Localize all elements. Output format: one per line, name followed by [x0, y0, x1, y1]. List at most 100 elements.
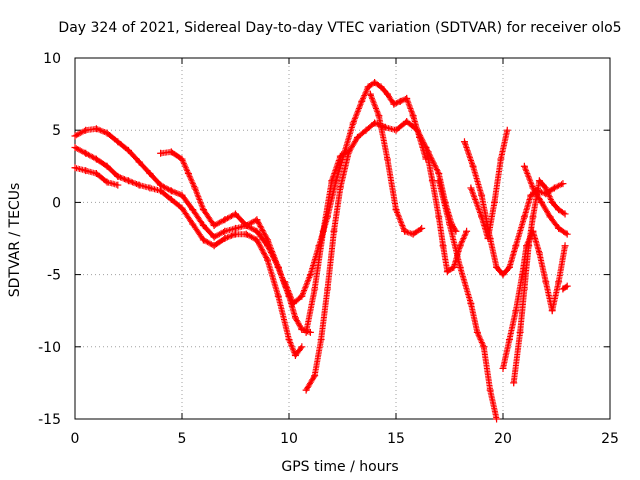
- series-2: [71, 144, 306, 359]
- x-tick-label: 25: [601, 431, 619, 447]
- data-point: [178, 204, 186, 212]
- series-15: [520, 162, 571, 238]
- data-point: [125, 177, 132, 185]
- data-point: [535, 249, 543, 257]
- data-point: [210, 242, 218, 250]
- data-point: [114, 172, 122, 180]
- data-point: [460, 138, 468, 146]
- series-10: [435, 177, 501, 423]
- data-point: [221, 235, 229, 242]
- data-point: [221, 227, 229, 235]
- data-point: [328, 177, 336, 185]
- data-point: [493, 415, 501, 423]
- series-14: [510, 177, 569, 387]
- data-point: [232, 230, 239, 238]
- data-point: [298, 292, 306, 300]
- data-point: [439, 242, 447, 250]
- data-point: [330, 227, 338, 235]
- series-7: [302, 148, 351, 336]
- data-point: [403, 118, 411, 126]
- data-point: [550, 184, 558, 192]
- data-point: [428, 177, 436, 185]
- data-point: [298, 343, 306, 351]
- data-point: [538, 198, 546, 206]
- data-point: [563, 230, 571, 238]
- y-tick-label: 5: [52, 123, 61, 139]
- data-point: [452, 227, 460, 235]
- data-point: [199, 222, 207, 230]
- series-trace: [303, 118, 459, 394]
- y-tick-label: -15: [38, 412, 61, 428]
- data-point: [178, 191, 186, 199]
- plot-frame: [74, 57, 611, 420]
- data-point: [546, 213, 554, 221]
- data-point: [157, 187, 165, 195]
- series-trace: [281, 79, 429, 307]
- data-point: [358, 97, 366, 105]
- series-trace: [435, 177, 500, 421]
- data-point: [71, 144, 79, 152]
- data-point: [435, 170, 443, 178]
- series-16: [559, 282, 571, 293]
- data-point: [306, 271, 314, 279]
- data-point: [92, 125, 100, 133]
- x-tick-label: 5: [178, 431, 187, 447]
- data-point: [435, 177, 443, 185]
- data-point: [401, 227, 409, 235]
- data-point: [210, 222, 218, 230]
- data-point: [559, 180, 567, 188]
- data-point: [242, 230, 250, 238]
- data-point: [184, 170, 192, 178]
- data-point: [362, 126, 370, 134]
- data-point: [561, 242, 569, 250]
- data-point: [555, 206, 563, 214]
- plot-area: [71, 79, 571, 423]
- data-point: [490, 198, 498, 206]
- data-point: [375, 112, 383, 120]
- data-point: [548, 307, 556, 315]
- data-point: [167, 148, 175, 156]
- data-point: [242, 222, 250, 230]
- y-tick-label: -10: [38, 340, 61, 356]
- series-trace: [72, 164, 120, 188]
- data-point: [548, 198, 556, 206]
- data-point: [336, 184, 344, 192]
- data-point: [167, 196, 175, 204]
- data-point: [103, 178, 111, 186]
- data-point: [336, 152, 344, 160]
- data-point: [167, 187, 175, 195]
- data-point: [396, 97, 404, 105]
- series-5: [281, 79, 430, 307]
- x-axis-label: GPS time / hours: [281, 459, 398, 475]
- data-point: [302, 386, 310, 394]
- data-point: [189, 206, 197, 214]
- data-point: [555, 278, 563, 286]
- data-point: [503, 126, 511, 134]
- data-point: [253, 236, 261, 244]
- data-point: [499, 364, 507, 372]
- data-point: [371, 79, 379, 87]
- data-point: [563, 282, 571, 290]
- series-6: [302, 118, 460, 394]
- data-point: [210, 233, 218, 241]
- data-point: [484, 235, 492, 242]
- data-point: [103, 129, 111, 137]
- data-point: [146, 170, 154, 178]
- data-point: [555, 224, 563, 232]
- data-point: [435, 213, 443, 221]
- series-13: [499, 227, 569, 372]
- data-point: [157, 149, 165, 157]
- data-point: [542, 278, 550, 286]
- data-point: [499, 271, 507, 279]
- data-point: [383, 90, 391, 98]
- data-point: [125, 146, 132, 154]
- data-point: [319, 227, 327, 235]
- y-tick-label: 0: [52, 195, 61, 211]
- data-point: [178, 155, 186, 163]
- data-point: [146, 184, 154, 192]
- data-point: [364, 83, 372, 91]
- data-point: [311, 285, 319, 293]
- data-point: [253, 227, 261, 235]
- x-tick-label: 10: [280, 431, 298, 447]
- data-point: [469, 162, 477, 170]
